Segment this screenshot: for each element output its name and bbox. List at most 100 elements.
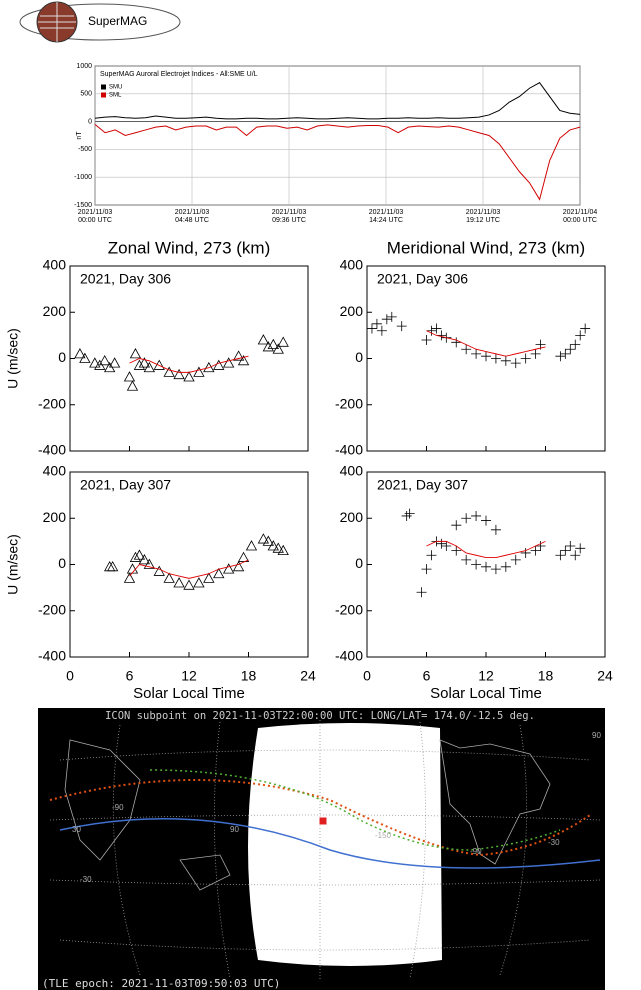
x-tick-label: 2021/11/03 00:00 UTC	[77, 209, 113, 224]
data-point	[416, 587, 427, 598]
x-tick-label: 2021/11/03 19:12 UTC	[465, 209, 501, 224]
map: ICON subpoint on 2021-11-03T22:00:00 UTC…	[38, 708, 605, 990]
y-tick-label: 400	[340, 257, 364, 273]
data-point	[535, 541, 546, 551]
model-line	[426, 540, 546, 559]
data-point	[106, 560, 119, 572]
data-point	[143, 558, 156, 569]
data-point	[461, 344, 472, 355]
y-tick-label: 0	[58, 555, 66, 571]
y-tick-label: 0	[355, 555, 363, 571]
plot-area	[69, 471, 309, 658]
x-tick-label: 2021/11/04 00:00 UTC	[562, 209, 598, 224]
data-point	[471, 559, 482, 570]
data-point	[222, 563, 235, 574]
chart-title: Meridional Wind, 273 (km)	[387, 238, 585, 257]
data-point	[203, 361, 215, 373]
x-tick-label: 6	[423, 668, 431, 684]
data-point	[123, 572, 136, 583]
data-point	[371, 318, 382, 329]
data-point	[133, 549, 146, 560]
data-point	[267, 338, 279, 350]
data-point	[376, 325, 387, 336]
x-tick-label: 18	[241, 668, 257, 684]
data-point	[481, 515, 491, 526]
y-tick-label: -400	[335, 442, 363, 458]
data-point	[193, 577, 205, 588]
data-point	[123, 371, 136, 382]
data-point	[126, 380, 139, 391]
data-point	[262, 535, 275, 546]
plot-area	[94, 65, 581, 206]
map-daylight	[248, 723, 442, 966]
data-point	[257, 533, 270, 544]
data-point	[79, 352, 91, 363]
data-point	[421, 335, 432, 345]
annotation: 2021, Day 307	[80, 477, 171, 493]
x-tick-label: 12	[181, 668, 197, 684]
data-point	[163, 572, 175, 583]
y-tick-label: -400	[38, 442, 66, 458]
data-point	[490, 524, 501, 535]
data-point	[500, 355, 511, 366]
logo-text: SuperMAG	[88, 14, 147, 28]
map-label: -150	[375, 831, 392, 840]
data-point	[451, 337, 462, 348]
data-point	[237, 551, 250, 562]
data-point	[570, 550, 581, 561]
map-footer: (TLE epoch: 2021-11-03T09:50:03 UTC)	[42, 977, 280, 990]
data-point	[173, 577, 185, 588]
legend-swatch	[101, 84, 106, 90]
data-point	[222, 357, 235, 368]
data-point	[153, 565, 165, 576]
data-point	[129, 348, 142, 359]
legend-label: SML	[109, 93, 122, 99]
data-point	[163, 366, 175, 377]
data-point	[193, 366, 205, 377]
data-point	[173, 368, 185, 380]
x-tick-label: 0	[66, 668, 74, 684]
y-tick-label: 400	[340, 463, 364, 479]
y-tick-label: 200	[340, 303, 364, 319]
data-point	[74, 348, 86, 359]
data-point	[565, 344, 576, 355]
data-point	[381, 314, 392, 325]
x-tick-label: 12	[478, 668, 494, 684]
track-blue	[59, 818, 601, 869]
map-label: -30	[548, 838, 560, 847]
data-point	[237, 354, 250, 366]
data-point	[575, 543, 586, 554]
map-label: -90	[112, 803, 124, 812]
data-point	[431, 323, 442, 334]
data-point	[138, 554, 151, 565]
y-tick-label: 1000	[76, 63, 92, 70]
data-point	[272, 343, 284, 354]
x-tick-label: 2021/11/03 04:48 UTC	[174, 209, 210, 224]
y-tick-label: -400	[335, 648, 363, 664]
data-point	[183, 579, 195, 590]
data-point	[272, 542, 284, 553]
data-point	[520, 353, 531, 364]
data-point	[129, 551, 142, 562]
legend-swatch	[101, 92, 106, 98]
x-tick-label: 2021/11/03 09:36 UTC	[271, 209, 307, 224]
data-point	[421, 564, 432, 575]
map-label: 30	[72, 825, 81, 834]
data-point	[570, 339, 581, 350]
data-point	[555, 351, 566, 362]
data-point	[510, 554, 521, 565]
y-tick-label: -200	[38, 601, 66, 617]
logo-grid	[38, 2, 76, 42]
data-point	[138, 357, 151, 368]
data-point	[267, 540, 279, 551]
y-axis-label: U (m/sec)	[5, 328, 21, 389]
data-point	[560, 348, 571, 359]
data-point	[277, 544, 289, 556]
data-point	[555, 550, 566, 561]
data-point	[461, 513, 472, 524]
annotation: 2021, Day 307	[377, 477, 468, 493]
data-point	[451, 545, 462, 556]
legend-label: SMU	[109, 85, 122, 91]
logo-outline	[19, 3, 181, 41]
